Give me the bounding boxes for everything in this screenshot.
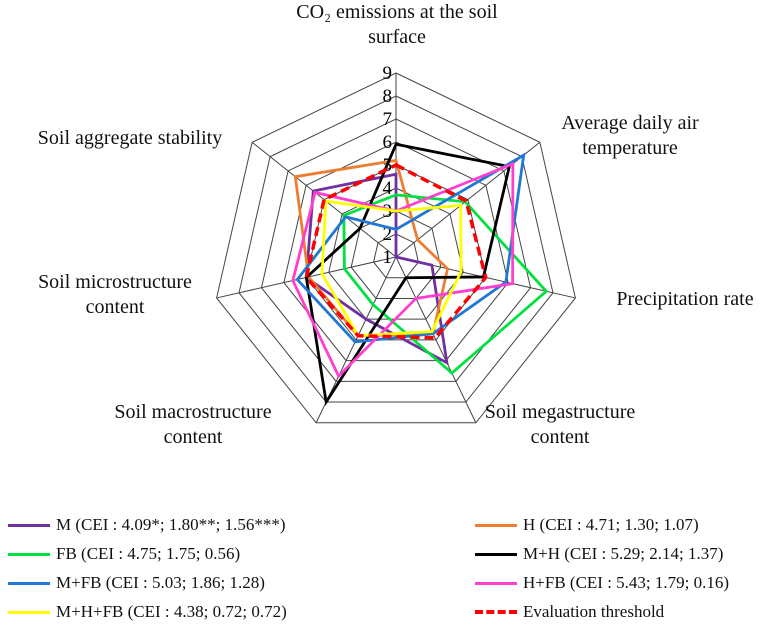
tick-label: 6 — [383, 132, 393, 153]
tick-label: 7 — [383, 109, 393, 130]
legend-item: H (CEI : 4.71; 1.30; 1.07) — [475, 515, 699, 535]
axis-label: content — [531, 426, 590, 448]
tick-label: 8 — [383, 86, 393, 107]
legend-item: Evaluation threshold — [475, 602, 664, 622]
legend-label: M+H (CEI : 5.29; 2.14; 1.37) — [523, 544, 724, 563]
tick-label: 9 — [383, 63, 393, 84]
legend-item: H+FB (CEI : 5.43; 1.79; 0.16) — [475, 573, 729, 593]
tick-label: 3 — [383, 201, 393, 222]
legend-item: M (CEI : 4.09*; 1.80**; 1.56***) — [8, 515, 286, 535]
grid-ring — [350, 210, 442, 299]
legend-swatch — [475, 523, 517, 527]
legend-swatch — [475, 610, 517, 614]
tick-label: 4 — [383, 178, 393, 199]
axis-label: Soil microstructure — [38, 271, 192, 293]
axis-label: Soil aggregate stability — [38, 127, 222, 149]
axis-label: surface — [368, 26, 426, 48]
axis-label: Precipitation rate — [616, 288, 753, 310]
series-line — [295, 152, 526, 344]
series-line — [320, 199, 463, 338]
grid-ring — [373, 233, 419, 279]
legend-swatch — [8, 610, 50, 614]
grid-ring — [238, 95, 554, 403]
grid-ring — [216, 72, 576, 424]
axis-label: temperature — [582, 137, 678, 159]
axis-label: content — [86, 296, 145, 318]
grid-ring — [283, 141, 509, 362]
grid-ring — [260, 118, 532, 382]
legend-swatch — [8, 552, 50, 556]
tick-label: 1 — [383, 247, 393, 268]
axis-label: Soil macrostructure — [114, 401, 271, 423]
legend-label: H+FB (CEI : 5.43; 1.79; 0.16) — [523, 573, 730, 592]
legend-item: FB (CEI : 4.75; 1.75; 0.56) — [8, 544, 240, 564]
series-line — [304, 142, 511, 406]
axis-label: Average daily air — [561, 112, 699, 134]
axis-label: content — [164, 426, 223, 448]
legend-item: M+H (CEI : 5.29; 2.14; 1.37) — [475, 544, 723, 564]
series-line — [293, 158, 450, 338]
axis-label: Soil megastructure — [485, 401, 636, 423]
legend-label: H (CEI : 4.71; 1.30; 1.07) — [523, 515, 699, 534]
axis-spoke — [395, 256, 477, 423]
legend-label: M (CEI : 4.09*; 1.80**; 1.56***) — [56, 515, 286, 534]
legend-swatch — [8, 523, 50, 527]
axis-spoke — [395, 141, 541, 258]
legend-item: M+FB (CEI : 5.03; 1.86; 1.28) — [8, 573, 265, 593]
legend-swatch — [8, 581, 50, 585]
legend-label: Evaluation threshold — [523, 602, 665, 621]
legend-item: M+H+FB (CEI : 4.38; 0.72; 0.72) — [8, 602, 287, 622]
axis-label: CO₂ emissions at the soil — [296, 1, 498, 23]
legend-label: M+H+FB (CEI : 4.38; 0.72; 0.72) — [56, 602, 287, 621]
legend-label: FB (CEI : 4.75; 1.75; 0.56) — [56, 544, 241, 563]
legend-label: M+FB (CEI : 5.03; 1.86; 1.28) — [56, 573, 265, 592]
legend-swatch — [475, 581, 517, 585]
series-line — [304, 163, 488, 340]
tick-label: 2 — [383, 224, 393, 245]
legend-swatch — [475, 552, 517, 556]
